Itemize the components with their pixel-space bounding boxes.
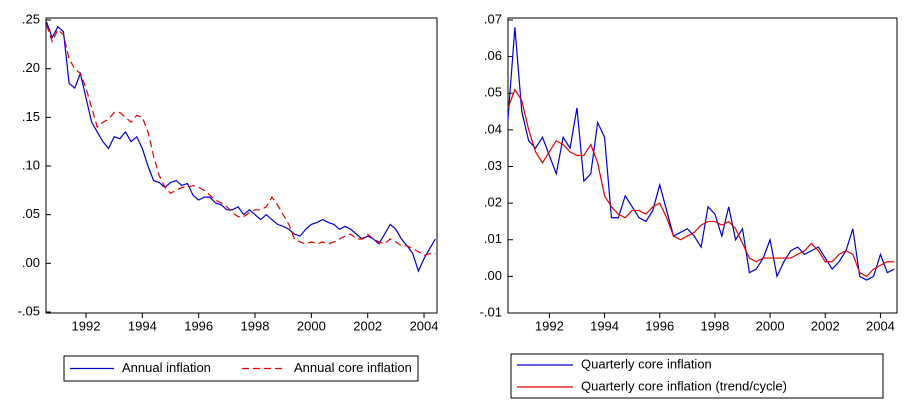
y-tick-label: .02: [484, 195, 502, 210]
y-tick-label: .25: [22, 11, 40, 26]
y-tick-label: .01: [484, 231, 502, 246]
y-tick-label: -.01: [480, 304, 502, 319]
x-tick-label: 1994: [590, 318, 619, 333]
legend-label: Annual inflation: [122, 360, 211, 375]
y-tick-label: .00: [22, 255, 40, 270]
legend-box: [510, 353, 884, 399]
plot-frame: [507, 17, 898, 314]
x-tick-label: 2000: [297, 318, 326, 333]
y-tick-label: .00: [484, 268, 502, 283]
y-tick-label: .15: [22, 109, 40, 124]
y-tick-label: .04: [484, 121, 502, 136]
series-line: [507, 88, 895, 278]
y-tick-label: .06: [484, 48, 502, 63]
legend-label: Annual core inflation: [294, 360, 412, 375]
y-tick-label: .05: [484, 85, 502, 100]
x-tick-label: 1992: [72, 318, 101, 333]
y-tick-label: .07: [484, 11, 502, 26]
legend-label: Quarterly core inflation: [581, 356, 712, 371]
y-tick-label: .05: [22, 206, 40, 221]
x-tick-label: 2000: [756, 318, 785, 333]
x-tick-label: 1992: [535, 318, 564, 333]
plot-frame: [45, 17, 438, 314]
y-tick-label: .20: [22, 60, 40, 75]
y-tick-label: -.05: [18, 303, 40, 318]
x-tick-label: 2002: [811, 318, 840, 333]
x-tick-label: 2004: [410, 318, 439, 333]
series-line: [507, 27, 895, 281]
series-line: [45, 24, 436, 257]
x-tick-label: 1996: [645, 318, 674, 333]
legend-box: [63, 355, 419, 382]
legend-label: Quarterly core inflation (trend/cycle): [581, 378, 787, 393]
x-tick-label: 2002: [353, 318, 382, 333]
x-tick-label: 2004: [866, 318, 895, 333]
x-tick-label: 1994: [128, 318, 157, 333]
series-line: [45, 21, 436, 273]
y-tick-label: .10: [22, 157, 40, 172]
x-tick-label: 1998: [241, 318, 270, 333]
y-tick-label: .03: [484, 158, 502, 173]
x-tick-label: 1998: [700, 318, 729, 333]
x-tick-label: 1996: [184, 318, 213, 333]
